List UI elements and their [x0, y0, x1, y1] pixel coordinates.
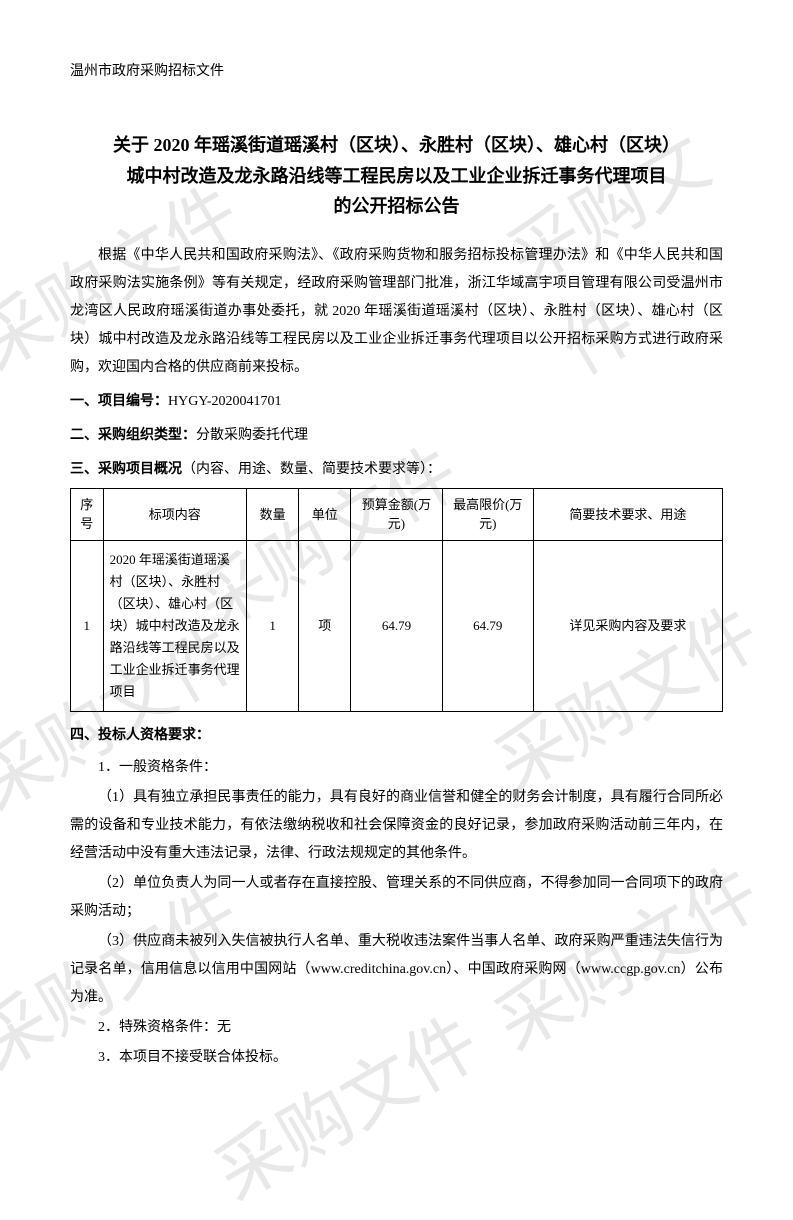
req-3: 3．本项目不接受联合体投标。 [70, 1044, 723, 1072]
section-2-value: 分散采购委托代理 [196, 428, 308, 443]
intro-paragraph: 根据《中华人民共和国政府采购法》、《政府采购货物和服务招标投标管理办法》和《中华… [70, 242, 723, 382]
req-1-3: （3）供应商未被列入失信被执行人名单、重大税收违法案件当事人名单、政府采购严重违… [70, 928, 723, 1012]
th-seq: 序号 [71, 488, 104, 540]
section-2: 二、采购组织类型：分散采购委托代理 [70, 422, 723, 450]
title-line-3: 的公开招标公告 [70, 191, 723, 222]
th-unit: 单位 [299, 488, 351, 540]
td-desc: 详见采购内容及要求 [533, 540, 722, 712]
title-line-1: 关于 2020 年瑶溪街道瑶溪村（区块）、永胜村（区块）、雄心村（区块） [70, 130, 723, 161]
req-1-1: （1）具有独立承担民事责任的能力，具有良好的商业信誉和健全的财务会计制度，具有履… [70, 784, 723, 868]
section-2-label: 二、采购组织类型： [70, 428, 196, 443]
document-title: 关于 2020 年瑶溪街道瑶溪村（区块）、永胜村（区块）、雄心村（区块） 城中村… [70, 130, 723, 222]
section-1-label: 一、项目编号： [70, 394, 168, 409]
section-1: 一、项目编号：HYGY-2020041701 [70, 388, 723, 416]
section-1-value: HYGY-2020041701 [168, 394, 282, 409]
td-seq: 1 [71, 540, 104, 712]
req-1-label: 1．一般资格条件： [70, 754, 723, 782]
section-3: 三、采购项目概况（内容、用途、数量、简要技术要求等）： [70, 456, 723, 484]
td-budget: 64.79 [351, 540, 442, 712]
section-4-label: 四、投标人资格要求： [70, 722, 723, 750]
th-desc: 简要技术要求、用途 [533, 488, 722, 540]
section-3-desc: （内容、用途、数量、简要技术要求等）： [182, 462, 441, 477]
th-budget: 预算金额(万元) [351, 488, 442, 540]
section-3-label: 三、采购项目概况 [70, 462, 182, 477]
th-max: 最高限价(万元) [442, 488, 533, 540]
table-row: 1 2020 年瑶溪街道瑶溪村（区块）、永胜村（区块）、雄心村（区块）城中村改造… [71, 540, 723, 712]
td-content: 2020 年瑶溪街道瑶溪村（区块）、永胜村（区块）、雄心村（区块）城中村改造及龙… [103, 540, 246, 712]
th-qty: 数量 [247, 488, 299, 540]
document-header: 温州市政府采购招标文件 [70, 60, 723, 80]
title-line-2: 城中村改造及龙永路沿线等工程民房以及工业企业拆迁事务代理项目 [70, 161, 723, 192]
req-2: 2．特殊资格条件：无 [70, 1014, 723, 1042]
td-qty: 1 [247, 540, 299, 712]
td-max: 64.79 [442, 540, 533, 712]
td-unit: 项 [299, 540, 351, 712]
th-content: 标项内容 [103, 488, 246, 540]
table-header-row: 序号 标项内容 数量 单位 预算金额(万元) 最高限价(万元) 简要技术要求、用… [71, 488, 723, 540]
procurement-table: 序号 标项内容 数量 单位 预算金额(万元) 最高限价(万元) 简要技术要求、用… [70, 488, 723, 713]
req-1-2: （2）单位负责人为同一人或者存在直接控股、管理关系的不同供应商，不得参加同一合同… [70, 870, 723, 926]
